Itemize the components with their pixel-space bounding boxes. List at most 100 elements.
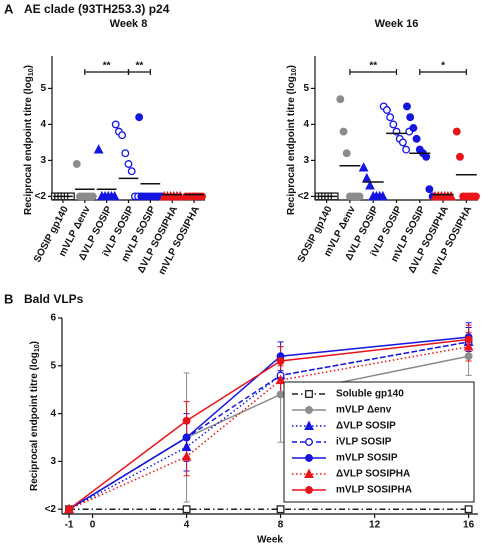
marker xyxy=(358,162,369,172)
marker xyxy=(181,451,192,461)
marker xyxy=(93,144,104,154)
y-axis-label: Reciprocal endpoint titre (log10) xyxy=(29,341,42,491)
legend-marker xyxy=(304,420,314,430)
marker xyxy=(124,160,133,168)
y-tick-label: 5 xyxy=(50,360,56,371)
legend-label: mVLP SOSIPHA xyxy=(336,485,412,496)
legend-marker xyxy=(305,390,313,398)
marker xyxy=(65,505,74,514)
y-axis-label-part: Reciprocal endpoint titre (log xyxy=(29,352,40,491)
legend-marker xyxy=(305,454,313,462)
significance-label: ** xyxy=(136,61,144,72)
legend-label: iVLP SOSIP xyxy=(336,437,392,448)
y-axis-label-part: 10 xyxy=(291,68,298,76)
y-tick-label: 3 xyxy=(40,155,46,166)
y-axis-label-part: 10 xyxy=(34,344,41,352)
legend-marker xyxy=(304,468,314,478)
x-tick-label: 12 xyxy=(369,520,381,531)
marker xyxy=(365,180,375,190)
series-line xyxy=(68,345,469,510)
y-tick-label: <2 xyxy=(45,504,57,515)
x-tick-label: 8 xyxy=(278,520,284,531)
y-tick-label: <2 xyxy=(35,191,47,202)
y-axis-label-part: Reciprocal endpoint titre (log xyxy=(286,76,297,215)
panel-title: Bald VLPs xyxy=(24,292,84,306)
y-tick-label: <2 xyxy=(298,191,310,202)
significance-label: * xyxy=(441,61,445,72)
y-tick-label: 4 xyxy=(303,119,309,130)
marker xyxy=(276,357,285,365)
marker xyxy=(382,106,391,114)
x-tick-label: 16 xyxy=(463,520,475,531)
legend-marker xyxy=(305,486,313,494)
marker xyxy=(402,145,411,154)
legend-label: ΔVLP SOSIPHA xyxy=(336,469,410,480)
marker xyxy=(182,416,191,425)
legend-label: Soluble gp140 xyxy=(336,389,404,400)
y-tick-label: 4 xyxy=(40,119,46,130)
series-line xyxy=(68,338,469,510)
y-tick-label: 5 xyxy=(303,83,309,94)
marker xyxy=(446,190,456,201)
marker xyxy=(182,433,191,442)
marker xyxy=(342,149,351,158)
marker xyxy=(72,160,81,168)
panel-letter: A xyxy=(4,1,14,16)
y-tick-label: 6 xyxy=(50,313,56,324)
marker xyxy=(121,149,130,158)
marker xyxy=(409,124,418,132)
y-tick-label: 4 xyxy=(50,408,56,419)
marker xyxy=(412,134,421,143)
y-axis-label-part: Reciprocal endpoint titre (log xyxy=(23,76,34,215)
marker xyxy=(111,120,120,129)
marker xyxy=(135,113,144,122)
significance-label: ** xyxy=(369,61,377,72)
y-axis-label-part: ) xyxy=(29,341,40,344)
marker xyxy=(276,390,285,399)
marker xyxy=(336,95,345,104)
legend-marker xyxy=(305,438,313,446)
marker xyxy=(339,127,348,136)
subtitle: Week 8 xyxy=(110,18,148,30)
x-tick-label: -1 xyxy=(65,520,74,531)
marker xyxy=(422,152,431,161)
marker xyxy=(403,102,411,111)
marker xyxy=(463,341,474,351)
y-axis-label-part: ) xyxy=(23,65,34,68)
marker xyxy=(452,127,461,136)
legend-label: ΔVLP SOSIP xyxy=(336,421,396,432)
marker xyxy=(175,190,186,201)
y-tick-label: 3 xyxy=(50,456,56,467)
x-axis-label: Week xyxy=(257,535,283,546)
marker xyxy=(425,185,434,194)
series-line xyxy=(68,336,469,510)
marker xyxy=(377,190,388,201)
marker xyxy=(181,441,192,452)
marker xyxy=(406,113,415,122)
y-axis-label: Reciprocal endpoint titre (log10) xyxy=(286,65,299,215)
marker xyxy=(182,505,191,514)
marker xyxy=(464,505,473,514)
subtitle: Week 16 xyxy=(375,18,419,30)
y-tick-label: 5 xyxy=(40,83,46,94)
figure-title: AE clade (93TH253.3) p24 xyxy=(24,2,170,16)
legend-marker xyxy=(305,406,313,414)
marker xyxy=(464,352,473,361)
y-axis-label-part: 10 xyxy=(28,68,35,76)
y-axis-label-part: ) xyxy=(286,65,297,68)
marker xyxy=(276,505,285,514)
x-tick-label: 4 xyxy=(184,520,190,531)
marker xyxy=(386,113,395,122)
marker xyxy=(118,131,127,140)
marker xyxy=(127,167,136,176)
marker xyxy=(398,138,407,147)
marker xyxy=(361,172,372,183)
y-tick-label: 3 xyxy=(303,155,309,166)
panel-letter: B xyxy=(4,291,13,306)
marker xyxy=(88,192,97,201)
legend-box xyxy=(283,381,475,503)
marker xyxy=(275,374,286,385)
legend-label: mVLP Δenv xyxy=(336,405,392,416)
legend-label: mVLP SOSIP xyxy=(336,453,398,464)
